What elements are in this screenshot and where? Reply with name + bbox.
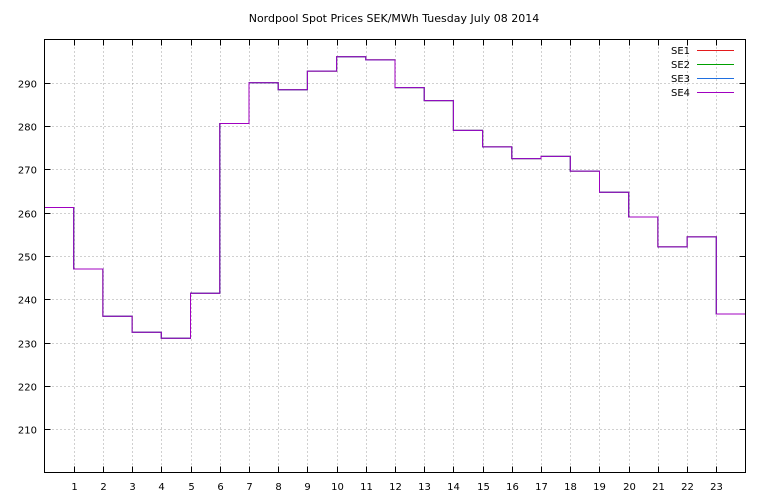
legend-label-se2: SE2 xyxy=(671,60,690,71)
axis-ticks: 1 2 3 4 5 6 7 8 9 10 11 12 13 14 15 16 17 18 19 20 21 22 23210… xyxy=(18,39,746,493)
x-tick-label: 3 xyxy=(129,482,135,493)
x-tick-label: 12 xyxy=(389,482,402,493)
legend-label-se3: SE3 xyxy=(671,74,690,85)
x-tick-label: 5 xyxy=(188,482,194,493)
legend-label-se1: SE1 xyxy=(671,46,690,57)
y-tick-label: 280 xyxy=(18,123,37,134)
x-tick-label: 10 xyxy=(331,482,344,493)
grid-lines xyxy=(44,39,746,473)
x-tick-label: 16 xyxy=(506,482,519,493)
series-line-se4 xyxy=(44,56,746,339)
x-tick-label: 18 xyxy=(564,482,577,493)
x-tick-label: 6 xyxy=(217,482,223,493)
y-tick-label: 210 xyxy=(18,426,37,437)
x-tick-label: 4 xyxy=(158,482,164,493)
y-tick-label: 250 xyxy=(18,253,37,264)
legend: SE1 SE2 SE3 SE4 xyxy=(671,46,734,99)
y-tick-label: 240 xyxy=(18,296,37,307)
x-tick-label: 23 xyxy=(710,482,723,493)
x-tick-label: 17 xyxy=(535,482,548,493)
x-tick-label: 14 xyxy=(447,482,460,493)
x-tick-label: 15 xyxy=(477,482,490,493)
x-tick-label: 11 xyxy=(360,482,373,493)
x-tick-label: 7 xyxy=(246,482,252,493)
x-tick-label: 9 xyxy=(304,482,310,493)
x-tick-label: 8 xyxy=(275,482,281,493)
y-tick-label: 260 xyxy=(18,210,37,221)
series-lines xyxy=(44,56,746,339)
x-tick-label: 19 xyxy=(593,482,606,493)
x-tick-label: 22 xyxy=(681,482,694,493)
x-tick-label: 20 xyxy=(623,482,636,493)
x-tick-label: 21 xyxy=(652,482,665,493)
chart-title: Nordpool Spot Prices SEK/MWh Tuesday Jul… xyxy=(249,12,540,25)
x-tick-label: 13 xyxy=(418,482,431,493)
x-tick-label: 2 xyxy=(100,482,106,493)
y-tick-label: 270 xyxy=(18,166,37,177)
x-tick-label: 1 xyxy=(71,482,77,493)
legend-label-se4: SE4 xyxy=(671,88,690,99)
y-tick-label: 230 xyxy=(18,340,37,351)
y-tick-label: 220 xyxy=(18,383,37,394)
y-tick-label: 290 xyxy=(18,80,37,91)
